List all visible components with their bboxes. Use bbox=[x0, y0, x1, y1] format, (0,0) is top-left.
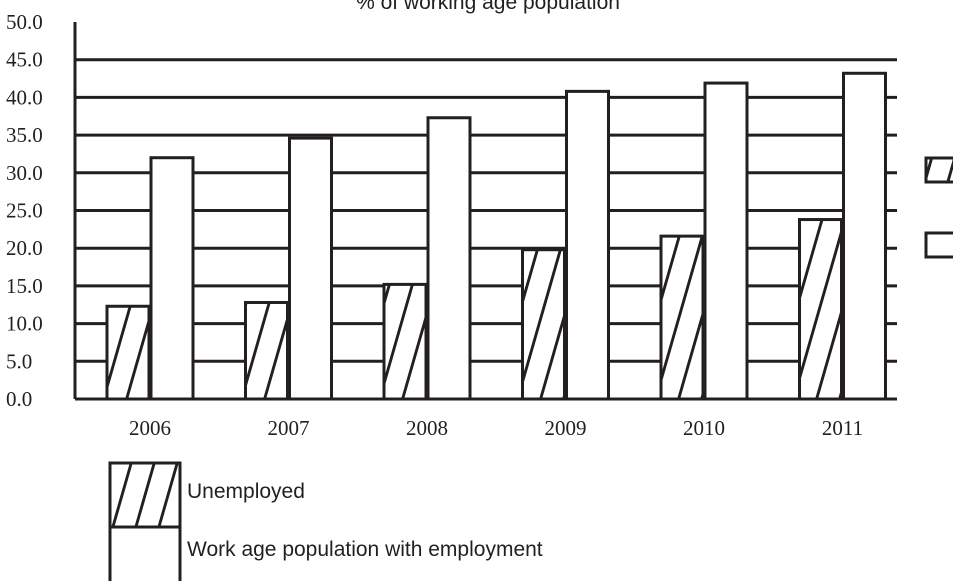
bar-employment-2007 bbox=[288, 136, 333, 401]
legend-swatch-unemployed bbox=[108, 461, 182, 529]
bar-employment-2008 bbox=[426, 116, 472, 401]
x-axis-ticks: 2006 2007 2008 2009 2010 2011 bbox=[129, 416, 863, 440]
y-tick-label: 35.0 bbox=[6, 123, 43, 147]
x-tick-label: 2007 bbox=[268, 416, 310, 440]
bars bbox=[105, 71, 887, 401]
bar-unemployed-2011 bbox=[798, 218, 843, 401]
x-tick-label: 2010 bbox=[683, 416, 725, 440]
bar-unemployed-2008 bbox=[382, 282, 428, 401]
chart-title: % of working age population bbox=[356, 0, 620, 14]
bar-employment-2010 bbox=[703, 81, 749, 401]
gridlines bbox=[75, 58, 897, 401]
y-tick-label: 45.0 bbox=[6, 48, 43, 72]
y-tick-label: 0.0 bbox=[6, 387, 32, 411]
right-legend-empty-swatch bbox=[924, 231, 953, 259]
y-tick-label: 30.0 bbox=[6, 161, 43, 185]
bar-unemployed-2010 bbox=[659, 234, 705, 401]
y-tick-label: 15.0 bbox=[6, 274, 43, 298]
y-tick-label: 40.0 bbox=[6, 85, 43, 109]
y-axis-ticks: 0.0 5.0 10.0 15.0 20.0 25.0 30.0 35.0 40.0 45.0 50… bbox=[6, 10, 43, 411]
y-tick-label: 10.0 bbox=[6, 312, 43, 336]
legend: Unemployed Work age population with empl… bbox=[108, 461, 543, 581]
y-tick-label: 25.0 bbox=[6, 199, 43, 223]
bar-unemployed-2007 bbox=[244, 300, 289, 401]
legend-label-unemployed: Unemployed bbox=[187, 480, 305, 503]
y-tick-label: 5.0 bbox=[6, 349, 32, 373]
legend-label-employment: Work age population with employment bbox=[187, 538, 543, 561]
y-tick-label: 20.0 bbox=[6, 236, 43, 260]
y-tick-label: 50.0 bbox=[6, 10, 43, 34]
x-tick-label: 2011 bbox=[822, 416, 863, 440]
x-tick-label: 2009 bbox=[545, 416, 587, 440]
legend-swatch-employment bbox=[108, 525, 182, 581]
x-tick-label: 2008 bbox=[406, 416, 448, 440]
bar-employment-2006 bbox=[149, 156, 195, 401]
right-legend-hatched-swatch bbox=[924, 156, 953, 184]
x-tick-label: 2006 bbox=[129, 416, 171, 440]
bar-unemployed-2006 bbox=[105, 304, 151, 401]
bar-unemployed-2009 bbox=[521, 248, 566, 401]
bar-employment-2009 bbox=[565, 89, 610, 401]
bar-employment-2011 bbox=[842, 71, 887, 401]
